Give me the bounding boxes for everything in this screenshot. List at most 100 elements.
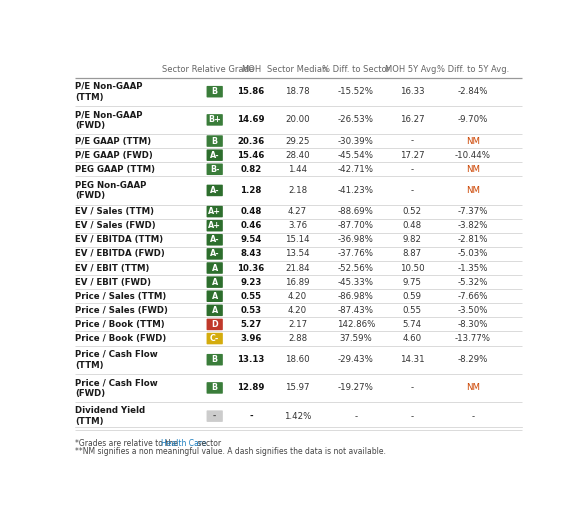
Text: Dividend Yield
(TTM): Dividend Yield (TTM) [75, 406, 145, 426]
Text: -19.27%: -19.27% [338, 383, 374, 392]
Text: 0.55: 0.55 [403, 306, 422, 315]
Text: -: - [354, 412, 357, 421]
Text: 16.33: 16.33 [400, 87, 424, 96]
FancyBboxPatch shape [206, 206, 223, 217]
FancyBboxPatch shape [206, 382, 223, 393]
Text: 4.27: 4.27 [288, 207, 307, 216]
Text: A-: A- [210, 151, 219, 160]
Text: EV / Sales (FWD): EV / Sales (FWD) [75, 221, 156, 230]
Text: 18.78: 18.78 [285, 87, 310, 96]
Text: C-: C- [210, 334, 219, 343]
Text: P/E Non-GAAP
(FWD): P/E Non-GAAP (FWD) [75, 110, 143, 130]
Text: -8.30%: -8.30% [458, 320, 488, 329]
Text: 15.97: 15.97 [285, 383, 310, 392]
Text: EV / EBITDA (FWD): EV / EBITDA (FWD) [75, 250, 165, 259]
Text: -8.29%: -8.29% [458, 355, 488, 364]
Text: -5.32%: -5.32% [458, 278, 488, 287]
Text: -15.52%: -15.52% [338, 87, 374, 96]
Text: A-: A- [210, 235, 219, 244]
Text: 0.59: 0.59 [403, 292, 422, 301]
Text: A-: A- [210, 250, 219, 259]
Text: 8.43: 8.43 [240, 250, 262, 259]
Text: -2.84%: -2.84% [458, 87, 488, 96]
Text: -1.35%: -1.35% [458, 263, 488, 272]
Text: 28.40: 28.40 [285, 151, 310, 160]
Text: *Grades are relative to the: *Grades are relative to the [75, 439, 181, 448]
Text: 5.27: 5.27 [240, 320, 262, 329]
Text: 3.96: 3.96 [240, 334, 262, 343]
Text: B: B [212, 87, 218, 96]
Text: EV / EBIT (TTM): EV / EBIT (TTM) [75, 263, 150, 272]
Text: -7.66%: -7.66% [458, 292, 488, 301]
Text: NM: NM [466, 186, 480, 195]
Text: Price / Cash Flow
(TTM): Price / Cash Flow (TTM) [75, 350, 158, 370]
Text: 14.69: 14.69 [237, 115, 265, 124]
FancyBboxPatch shape [206, 290, 223, 302]
Text: NM: NM [466, 383, 480, 392]
Text: Price / Book (TTM): Price / Book (TTM) [75, 320, 165, 329]
Text: 15.86: 15.86 [237, 87, 265, 96]
Text: -9.70%: -9.70% [458, 115, 488, 124]
Text: -: - [471, 412, 475, 421]
Text: A: A [212, 263, 218, 272]
FancyBboxPatch shape [206, 149, 223, 161]
Text: -: - [411, 412, 414, 421]
Text: B: B [212, 383, 218, 392]
Text: -45.54%: -45.54% [338, 151, 374, 160]
Text: P/E GAAP (TTM): P/E GAAP (TTM) [75, 136, 152, 145]
Text: A: A [212, 306, 218, 315]
Text: -5.03%: -5.03% [458, 250, 488, 259]
Text: 20.00: 20.00 [285, 115, 310, 124]
Text: NM: NM [466, 136, 480, 145]
Text: MOH 5Y Avg.: MOH 5Y Avg. [385, 65, 440, 74]
Text: 9.75: 9.75 [403, 278, 422, 287]
Text: A-: A- [210, 186, 219, 195]
Text: 8.87: 8.87 [403, 250, 422, 259]
FancyBboxPatch shape [206, 333, 223, 344]
Text: -52.56%: -52.56% [338, 263, 374, 272]
Text: Sector Median: Sector Median [268, 65, 328, 74]
Text: Price / Cash Flow
(FWD): Price / Cash Flow (FWD) [75, 378, 158, 398]
Text: Price / Sales (FWD): Price / Sales (FWD) [75, 306, 168, 315]
Text: 1.44: 1.44 [288, 165, 307, 174]
Text: sector: sector [195, 439, 222, 448]
FancyBboxPatch shape [206, 185, 223, 196]
Text: -86.98%: -86.98% [338, 292, 374, 301]
Text: 21.84: 21.84 [285, 263, 310, 272]
Text: 2.18: 2.18 [288, 186, 307, 195]
Text: 18.60: 18.60 [285, 355, 310, 364]
Text: -37.76%: -37.76% [338, 250, 374, 259]
FancyBboxPatch shape [206, 135, 223, 147]
Text: 14.31: 14.31 [400, 355, 424, 364]
FancyBboxPatch shape [206, 86, 223, 98]
Text: % Diff. to 5Y Avg.: % Diff. to 5Y Avg. [437, 65, 509, 74]
Text: 4.20: 4.20 [288, 292, 307, 301]
Text: NM: NM [466, 165, 480, 174]
Text: 37.59%: 37.59% [339, 334, 372, 343]
Text: 10.50: 10.50 [400, 263, 424, 272]
Text: 10.36: 10.36 [237, 263, 265, 272]
Text: 15.46: 15.46 [237, 151, 265, 160]
Text: -3.50%: -3.50% [458, 306, 488, 315]
Text: 2.17: 2.17 [288, 320, 307, 329]
Text: 0.48: 0.48 [403, 221, 422, 230]
Text: Health Care: Health Care [161, 439, 207, 448]
Text: 2.88: 2.88 [288, 334, 307, 343]
Text: 0.52: 0.52 [403, 207, 422, 216]
Text: 15.14: 15.14 [285, 235, 310, 244]
Text: % Diff. to Sector: % Diff. to Sector [322, 65, 390, 74]
Text: -41.23%: -41.23% [338, 186, 374, 195]
Text: -: - [411, 186, 414, 195]
Text: EV / Sales (TTM): EV / Sales (TTM) [75, 207, 154, 216]
Text: -3.82%: -3.82% [458, 221, 488, 230]
Text: -42.71%: -42.71% [338, 165, 374, 174]
Text: 16.27: 16.27 [400, 115, 424, 124]
Text: -: - [213, 412, 216, 421]
Text: A+: A+ [208, 221, 221, 230]
FancyBboxPatch shape [206, 319, 223, 330]
FancyBboxPatch shape [206, 305, 223, 316]
Text: MOH: MOH [241, 65, 261, 74]
Text: P/E Non-GAAP
(TTM): P/E Non-GAAP (TTM) [75, 82, 143, 101]
Text: -: - [411, 165, 414, 174]
Text: **NM signifies a non meaningful value. A dash signifies the data is not availabl: **NM signifies a non meaningful value. A… [75, 447, 386, 456]
